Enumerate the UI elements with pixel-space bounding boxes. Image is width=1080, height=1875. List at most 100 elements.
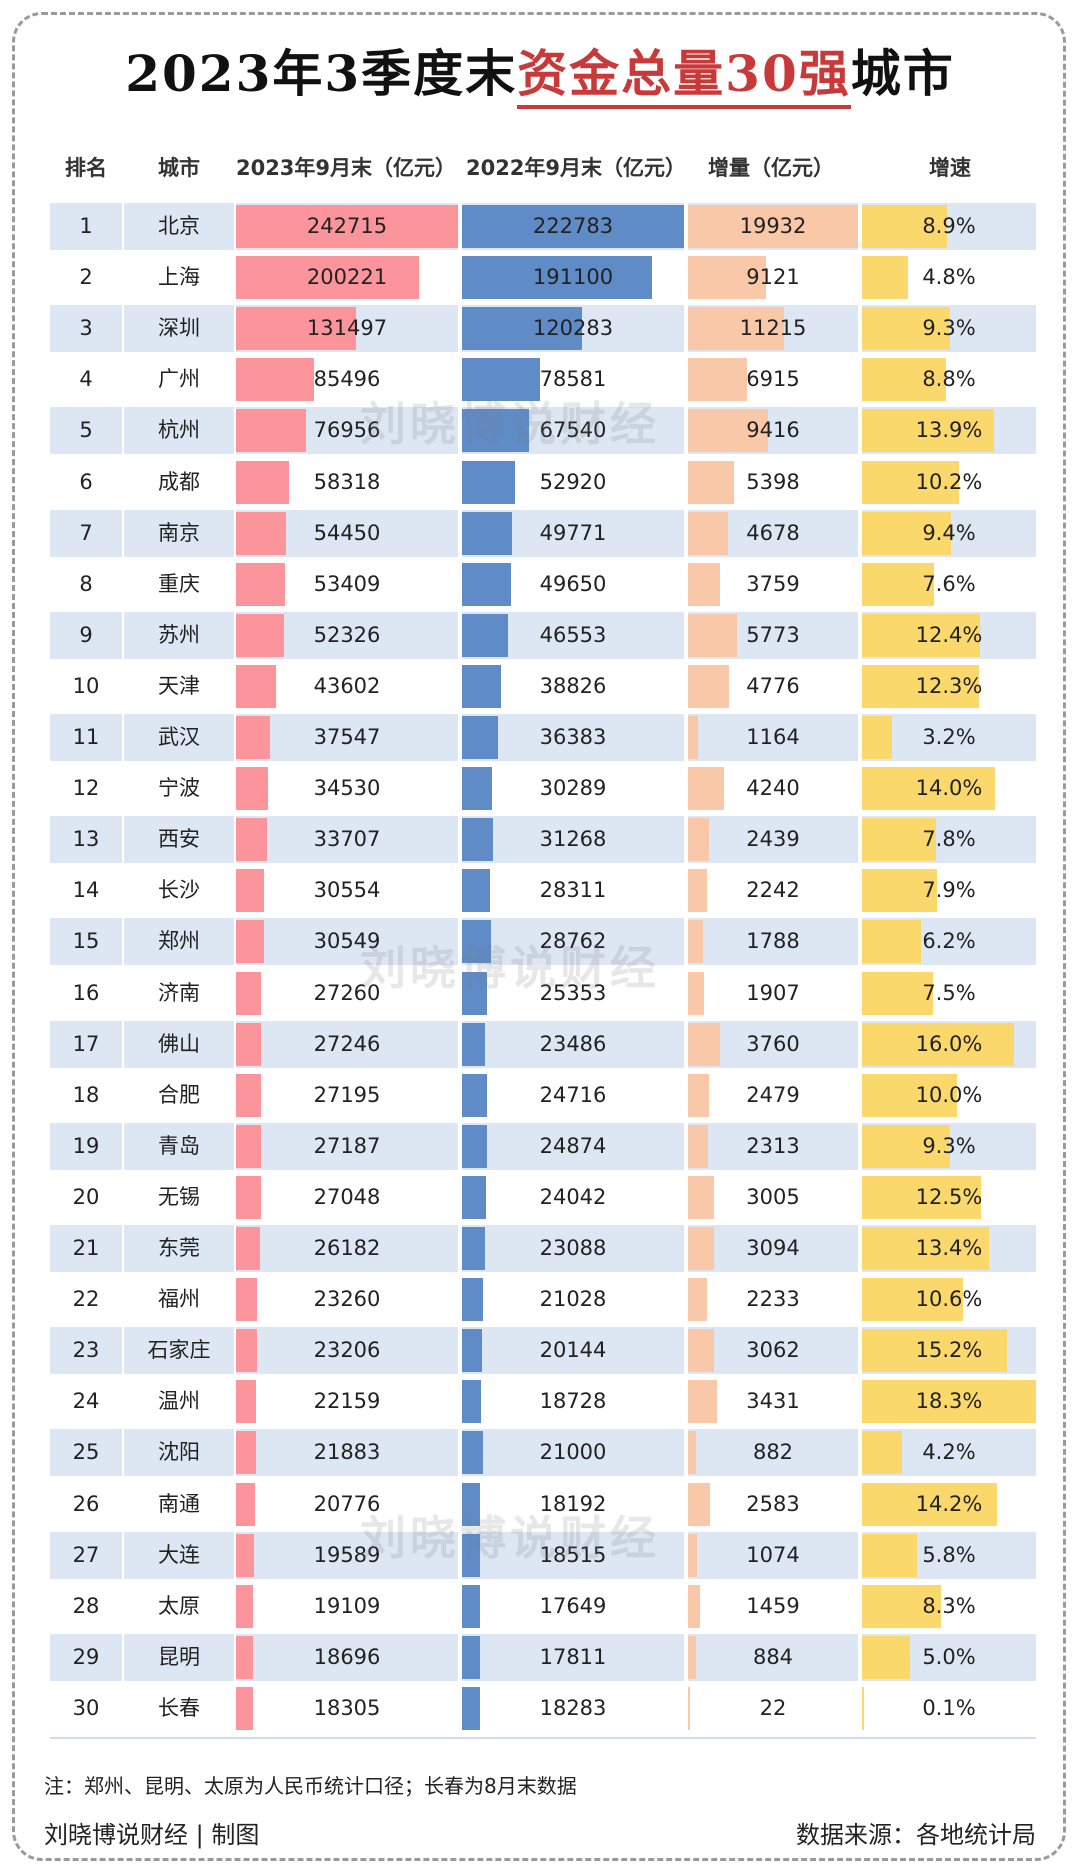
value-2022-label: 20144 [539, 1338, 607, 1363]
cell-background [462, 1122, 684, 1170]
value-2022-label: 31268 [539, 827, 607, 852]
table-row: 25 沈阳 21883 21000 882 4.2% [50, 1429, 1036, 1477]
city-label: 温州 [158, 1389, 200, 1414]
table-row: 20 无锡 27048 24042 3005 12.5% [50, 1174, 1036, 1221]
value-2023-label: 242715 [306, 214, 388, 238]
table-bottom-rule [50, 1737, 1036, 1739]
cell-background [688, 1429, 858, 1477]
increase-label: 5398 [746, 469, 800, 494]
cell-background [124, 1327, 234, 1375]
table-row: 26 南通 20776 18192 2583 14.2% [50, 1481, 1036, 1528]
bar-2022 [462, 716, 498, 759]
cell-background [50, 611, 122, 659]
increase-label: 3094 [746, 1236, 800, 1260]
value-2023-label: 30549 [313, 929, 381, 954]
bar-increase [688, 358, 747, 402]
value-2022-label: 30289 [539, 776, 607, 801]
bar-2022 [462, 920, 491, 964]
cell-background [688, 1122, 858, 1170]
rank-label: 19 [72, 1133, 100, 1158]
increase-label: 1164 [746, 725, 800, 749]
increase-label: 9121 [746, 265, 800, 290]
header-growth: 增速 [929, 156, 971, 180]
table-row: 1 北京 242715 222783 19932 8.9% [50, 203, 1036, 250]
footnote: 注：郑州、昆明、太原为人民币统计口径；长春为8月末数据 [44, 1774, 577, 1798]
bar-growth [862, 716, 892, 759]
growth-label: 13.4% [915, 1236, 983, 1260]
growth-label: 4.2% [922, 1440, 976, 1465]
cell-background [50, 1225, 122, 1272]
cell-background [124, 1225, 234, 1272]
cell-background [50, 1429, 122, 1477]
bar-2023 [236, 562, 285, 606]
value-2022-label: 23088 [539, 1236, 607, 1260]
increase-label: 4776 [746, 673, 800, 698]
increase-label: 3759 [746, 571, 800, 596]
cell-background [462, 714, 684, 761]
bar-growth [862, 1533, 917, 1577]
value-2022-label: 46553 [539, 622, 607, 647]
title-suffix: 城市 [850, 44, 955, 103]
growth-label: 12.4% [915, 622, 983, 647]
table-row: 8 重庆 53409 49650 3759 7.6% [50, 561, 1036, 608]
cell-background [124, 509, 234, 557]
bar-increase [688, 1533, 697, 1577]
rank-label: 11 [72, 725, 100, 749]
cell-background [124, 203, 234, 250]
bar-2023 [236, 613, 284, 657]
bar-increase [688, 664, 729, 708]
value-2023-label: 43602 [313, 673, 381, 698]
increase-label: 2313 [746, 1133, 800, 1158]
bar-growth [862, 460, 959, 504]
table-row: 13 西安 33707 31268 2439 7.8% [50, 816, 1036, 864]
bar-growth [862, 971, 933, 1015]
growth-label: 15.2% [915, 1338, 983, 1363]
value-2022-label: 120283 [532, 316, 614, 341]
bar-growth [862, 1635, 910, 1679]
bar-growth [862, 613, 980, 657]
cell-background [50, 407, 122, 455]
bar-2023 [236, 256, 419, 300]
bar-increase [688, 1584, 700, 1628]
bar-growth [862, 1073, 957, 1117]
value-2022-label: 49771 [539, 520, 607, 545]
growth-label: 3.2% [922, 725, 976, 749]
city-label: 大连 [158, 1542, 200, 1567]
bar-2022 [462, 511, 512, 555]
value-2023-label: 52326 [313, 622, 381, 647]
value-2023-label: 18696 [313, 1644, 381, 1669]
bar-increase [688, 1380, 717, 1424]
rank-label: 26 [72, 1491, 100, 1516]
value-2022-label: 191100 [532, 265, 614, 290]
bar-2023 [236, 664, 276, 708]
city-label: 南通 [158, 1491, 200, 1516]
value-2023-label: 34530 [313, 776, 381, 801]
cell-background [124, 1122, 234, 1170]
value-2022-label: 18728 [539, 1389, 607, 1414]
bar-growth [862, 1686, 864, 1730]
value-2022-label: 17811 [539, 1644, 607, 1669]
bar-growth [862, 1584, 941, 1628]
rank-label: 18 [72, 1082, 100, 1107]
value-2023-label: 19589 [313, 1542, 381, 1567]
city-label: 合肥 [158, 1082, 200, 1107]
value-2023-label: 54450 [313, 520, 381, 545]
bar-growth [862, 869, 937, 913]
cell-background [462, 1327, 684, 1375]
bar-increase [688, 460, 734, 504]
growth-label: 16.0% [915, 1031, 983, 1056]
bar-2023 [236, 1329, 257, 1373]
bar-2023 [236, 409, 306, 453]
city-label: 杭州 [158, 418, 200, 443]
rank-label: 29 [72, 1644, 100, 1669]
cell-background [124, 918, 234, 966]
bar-2023 [236, 460, 289, 504]
bar-2023 [236, 205, 458, 248]
cell-background [50, 1122, 122, 1170]
bar-2023 [236, 1227, 260, 1270]
cell-background [124, 1429, 234, 1477]
cell-background [124, 1633, 234, 1681]
bar-2022 [462, 307, 582, 351]
increase-label: 882 [752, 1440, 794, 1465]
bar-increase [688, 716, 698, 759]
